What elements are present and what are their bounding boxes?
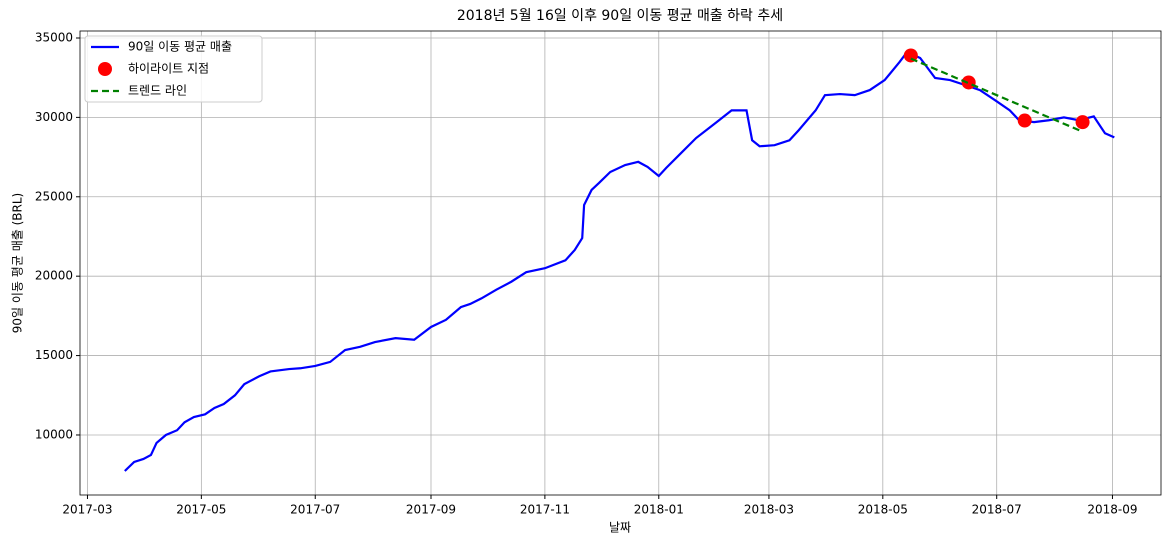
y-tick-label: 10000 (35, 427, 73, 441)
plot-frame (79, 30, 1162, 496)
y-tick-label: 30000 (35, 110, 73, 124)
y-axis-label: 90일 이동 평균 매출 (BRL) (11, 193, 25, 333)
x-tick-label: 2018-03 (744, 503, 794, 517)
highlight-point (1075, 115, 1090, 130)
x-axis-label: 날짜 (609, 521, 631, 535)
data-line (124, 50, 1115, 472)
legend-label: 하이라이트 지점 (128, 62, 209, 76)
chart-title: 2018년 5월 16일 이후 90일 이동 평균 매출 하락 추세 (457, 8, 783, 24)
y-tick-label: 20000 (35, 269, 73, 283)
legend-marker (98, 62, 112, 76)
legend-box (84, 35, 263, 103)
x-tick-label: 2017-05 (176, 503, 226, 517)
x-tick-label: 2018-07 (972, 503, 1022, 517)
x-tick-label: 2018-05 (858, 503, 908, 517)
legend-label: 90일 이동 평균 매출 (128, 40, 232, 54)
x-tick-label: 2017-11 (520, 503, 570, 517)
x-tick-label: 2017-03 (62, 503, 112, 517)
x-tick-label: 2017-07 (290, 503, 340, 517)
x-tick-label: 2018-09 (1087, 503, 1137, 517)
x-tick-label: 2017-09 (406, 503, 456, 517)
legend-label: 트렌드 라인 (128, 84, 187, 98)
highlight-point (961, 75, 976, 90)
trend-line (910, 57, 1084, 133)
x-tick-label: 2018-01 (634, 503, 684, 517)
y-tick-label: 25000 (35, 189, 73, 203)
y-tick-label: 35000 (35, 30, 73, 44)
y-tick-label: 15000 (35, 348, 73, 362)
highlight-point (1017, 113, 1032, 128)
